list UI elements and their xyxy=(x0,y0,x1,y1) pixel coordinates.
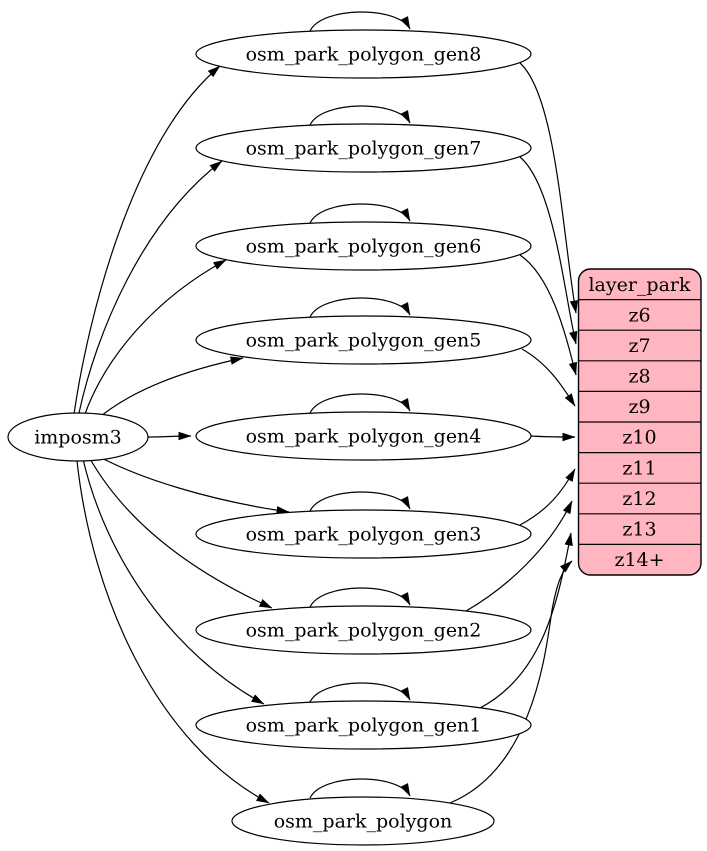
layer-park-title: layer_park xyxy=(588,274,691,296)
gen1-label: osm_park_polygon_gen1 xyxy=(246,715,482,737)
layer-park-table: layer_park z6 z7 z8 z9 z10 z11 z12 z13 z… xyxy=(577,268,702,576)
edge-imposm3-to-gen7 xyxy=(78,160,223,414)
self-loop-gen6 xyxy=(309,203,411,224)
gen7-ellipse xyxy=(195,123,532,173)
gen3-ellipse xyxy=(195,509,532,559)
self-loop-gen7 xyxy=(309,105,411,126)
osm-park-polygon-label: osm_park_polygon xyxy=(274,811,453,833)
edge-gen7-to-z7 xyxy=(519,156,578,345)
node-osm-park-polygon-gen1: osm_park_polygon_gen1 xyxy=(195,700,532,750)
node-osm-park-polygon: osm_park_polygon xyxy=(231,796,495,846)
edge-imposm3-to-gen1 xyxy=(82,458,265,705)
edge-imposm3-to-gen6 xyxy=(84,259,227,415)
edge-imposm3-to-gen5 xyxy=(95,356,244,421)
node-osm-park-polygon-gen8: osm_park_polygon_gen8 xyxy=(195,29,532,79)
edge-gen2-to-z12 xyxy=(465,500,573,612)
node-osm-park-polygon-gen4: osm_park_polygon_gen4 xyxy=(195,411,532,461)
edge-gen5-to-z9 xyxy=(521,348,576,407)
node-osm-park-polygon-gen3: osm_park_polygon_gen3 xyxy=(195,509,532,559)
gen8-label: osm_park_polygon_gen8 xyxy=(246,44,482,66)
gen2-label: osm_park_polygon_gen2 xyxy=(246,620,482,642)
edge-gen6-to-z8 xyxy=(519,254,577,376)
table-row-label-z10: z10 xyxy=(622,427,656,449)
osm-park-polygon-ellipse xyxy=(231,796,495,846)
table-row-label-z12: z12 xyxy=(622,488,656,510)
self-loop-gen3 xyxy=(309,491,411,512)
gen7-label: osm_park_polygon_gen7 xyxy=(246,138,482,160)
self-loop-gen8 xyxy=(309,11,411,32)
gen5-ellipse xyxy=(195,315,532,365)
table-row-label-z13: z13 xyxy=(622,519,656,541)
gen4-ellipse xyxy=(195,411,532,461)
gen4-label: osm_park_polygon_gen4 xyxy=(246,426,482,448)
table-row-label-z6: z6 xyxy=(628,305,650,327)
node-imposm3: imposm3 xyxy=(7,412,149,462)
gen5-label: osm_park_polygon_gen5 xyxy=(246,330,482,352)
gen8-ellipse xyxy=(195,29,532,79)
edges-generators-to-layer-rows xyxy=(449,62,579,804)
table-row-label-z11: z11 xyxy=(622,458,656,480)
self-loop-osm-park-polygon xyxy=(309,778,411,799)
self-loop-gen1 xyxy=(309,682,411,703)
edge-gen4-to-z10 xyxy=(530,432,576,442)
node-osm-park-polygon-gen7: osm_park_polygon_gen7 xyxy=(195,123,532,173)
node-osm-park-polygon-gen5: osm_park_polygon_gen5 xyxy=(195,315,532,365)
table-row-label-z9: z9 xyxy=(628,396,650,418)
edge-imposm3-to-gen8 xyxy=(73,65,221,415)
gen2-ellipse xyxy=(195,605,532,655)
edge-imposm3-to-gen3 xyxy=(95,454,290,515)
imposm3-label: imposm3 xyxy=(34,427,122,449)
imposm3-ellipse xyxy=(7,412,149,462)
edge-gen3-to-z11 xyxy=(519,468,576,526)
edge-imposm3-to-osm-park-polygon xyxy=(76,460,270,804)
node-osm-park-polygon-gen6: osm_park_polygon_gen6 xyxy=(195,221,532,271)
edges-imposm3-to-generators xyxy=(73,65,290,804)
edge-osm-park-polygon-to-z14 xyxy=(449,560,573,804)
self-loop-gen4 xyxy=(309,393,411,414)
gen3-label: osm_park_polygon_gen3 xyxy=(246,524,482,546)
node-osm-park-polygon-gen2: osm_park_polygon_gen2 xyxy=(195,605,532,655)
gen6-ellipse xyxy=(195,221,532,271)
table-row-label-z14plus: z14+ xyxy=(614,549,664,571)
table-row-label-z8: z8 xyxy=(628,366,650,388)
gen1-ellipse xyxy=(195,700,532,750)
self-loop-gen5 xyxy=(309,297,411,318)
edge-imposm3-to-gen2 xyxy=(88,456,273,609)
edge-gen1-to-z13 xyxy=(479,532,573,709)
self-loop-gen2 xyxy=(309,587,411,608)
edge-imposm3-to-gen4 xyxy=(147,431,192,441)
edge-gen8-to-z6 xyxy=(519,62,579,314)
self-loop-edges xyxy=(309,11,411,799)
table-row-label-z7: z7 xyxy=(628,335,650,357)
gen6-label: osm_park_polygon_gen6 xyxy=(246,236,482,258)
